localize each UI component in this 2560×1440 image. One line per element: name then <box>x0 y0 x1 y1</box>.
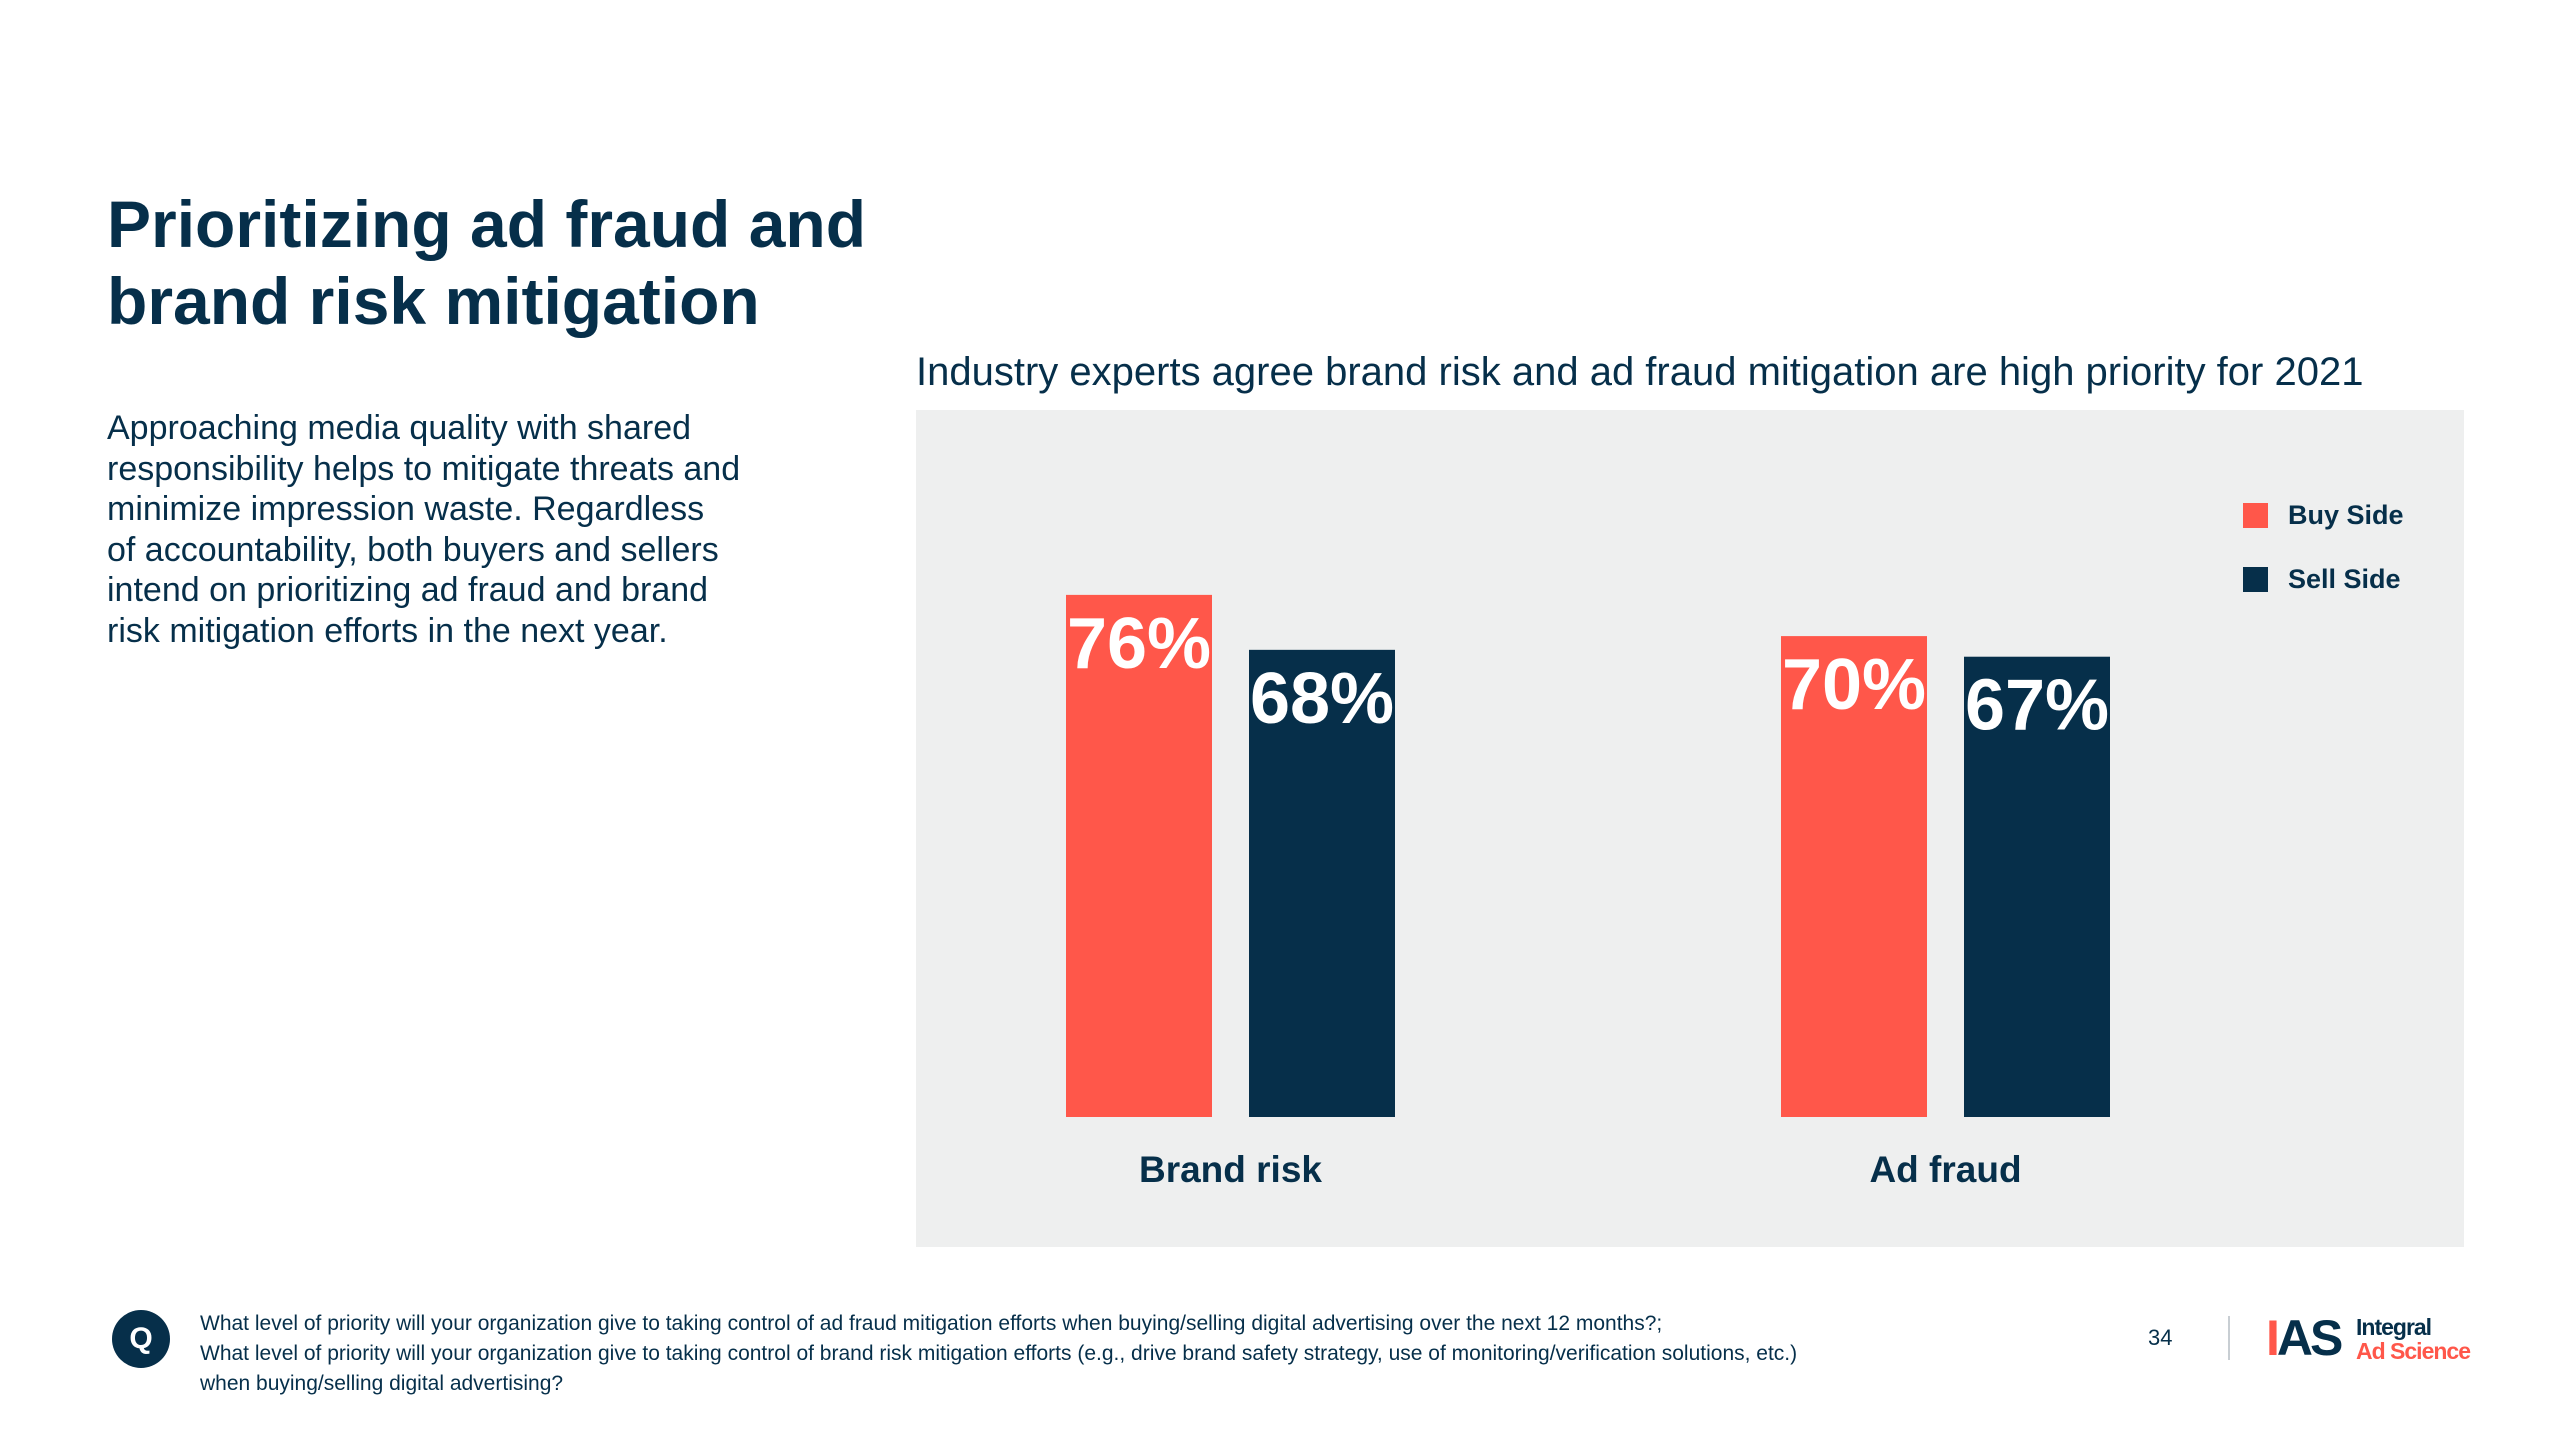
category-label-brand-risk: Brand risk <box>1139 1149 1322 1190</box>
bar-brand-risk-sell-side <box>1249 649 1395 1117</box>
logo-mark-i: I <box>2266 1310 2280 1366</box>
legend-item-buy-side: Buy Side <box>2243 496 2404 534</box>
survey-question: What level of priority will your organiz… <box>200 1309 2000 1399</box>
bar-value-label: 67% <box>1965 666 2109 746</box>
logo-wordmark: Integral Ad Science <box>2356 1314 2471 1364</box>
bar-value-label: 76% <box>1067 604 1211 684</box>
intro-line-1: Approaching media quality with shared <box>107 409 692 447</box>
legend-item-sell-side: Sell Side <box>2243 560 2404 598</box>
intro-line-2: responsibility helps to mitigate threats… <box>107 449 741 488</box>
chart-title: Industry experts agree brand risk and ad… <box>916 350 2364 394</box>
intro-paragraph: Approaching media quality with shared re… <box>107 408 797 651</box>
survey-question-line-3: when buying/selling digital advertising? <box>200 1372 564 1395</box>
bar-value-label: 68% <box>1250 659 1394 739</box>
chart-panel: 76% 68% Brand risk 70% 67% Ad fraud Buy Side … <box>916 410 2464 1247</box>
logo-word-integral: Integral <box>2356 1314 2432 1340</box>
category-label-ad-fraud: Ad fraud <box>1869 1149 2021 1190</box>
page-title-line-2: brand risk mitigation <box>107 264 760 338</box>
ias-logo: IAS Integral Ad Science <box>2266 1312 2476 1364</box>
bar-brand-risk-buy-side <box>1066 594 1212 1117</box>
chart-legend: Buy Side Sell Side <box>2243 496 2404 624</box>
legend-label-buy-side: Buy Side <box>2288 499 2404 530</box>
intro-line-3: minimize impression waste. Regardless <box>107 490 705 528</box>
legend-swatch-buy-side <box>2243 502 2268 528</box>
page-title: Prioritizing ad fraud and brand risk mit… <box>107 186 927 340</box>
bar-value-label: 70% <box>1782 645 1926 725</box>
intro-line-6: risk mitigation efforts in the next year… <box>107 611 668 650</box>
page-title-line-1: Prioritizing ad fraud and <box>107 187 867 261</box>
page-number: 34 <box>2148 1325 2173 1350</box>
footer-divider <box>2228 1316 2230 1360</box>
question-badge: Q <box>112 1310 170 1368</box>
survey-question-line-2: What level of priority will your organiz… <box>200 1342 1798 1365</box>
intro-line-5: intend on prioritizing ad fraud and bran… <box>107 571 709 609</box>
logo-word-ad-science: Ad Science <box>2356 1338 2471 1364</box>
intro-line-4: of accountability, both buyers and selle… <box>107 530 719 569</box>
bar-ad-fraud-buy-side <box>1781 636 1927 1117</box>
bar-chart: 76% 68% Brand risk 70% 67% Ad fraud <box>1066 594 2110 1190</box>
survey-question-line-1: What level of priority will your organiz… <box>200 1312 1663 1335</box>
legend-label-sell-side: Sell Side <box>2288 563 2401 594</box>
logo-mark-as: AS <box>2276 1310 2343 1366</box>
legend-swatch-sell-side <box>2243 566 2268 592</box>
logo-mark: IAS <box>2266 1310 2343 1366</box>
bar-ad-fraud-sell-side <box>1964 656 2110 1117</box>
